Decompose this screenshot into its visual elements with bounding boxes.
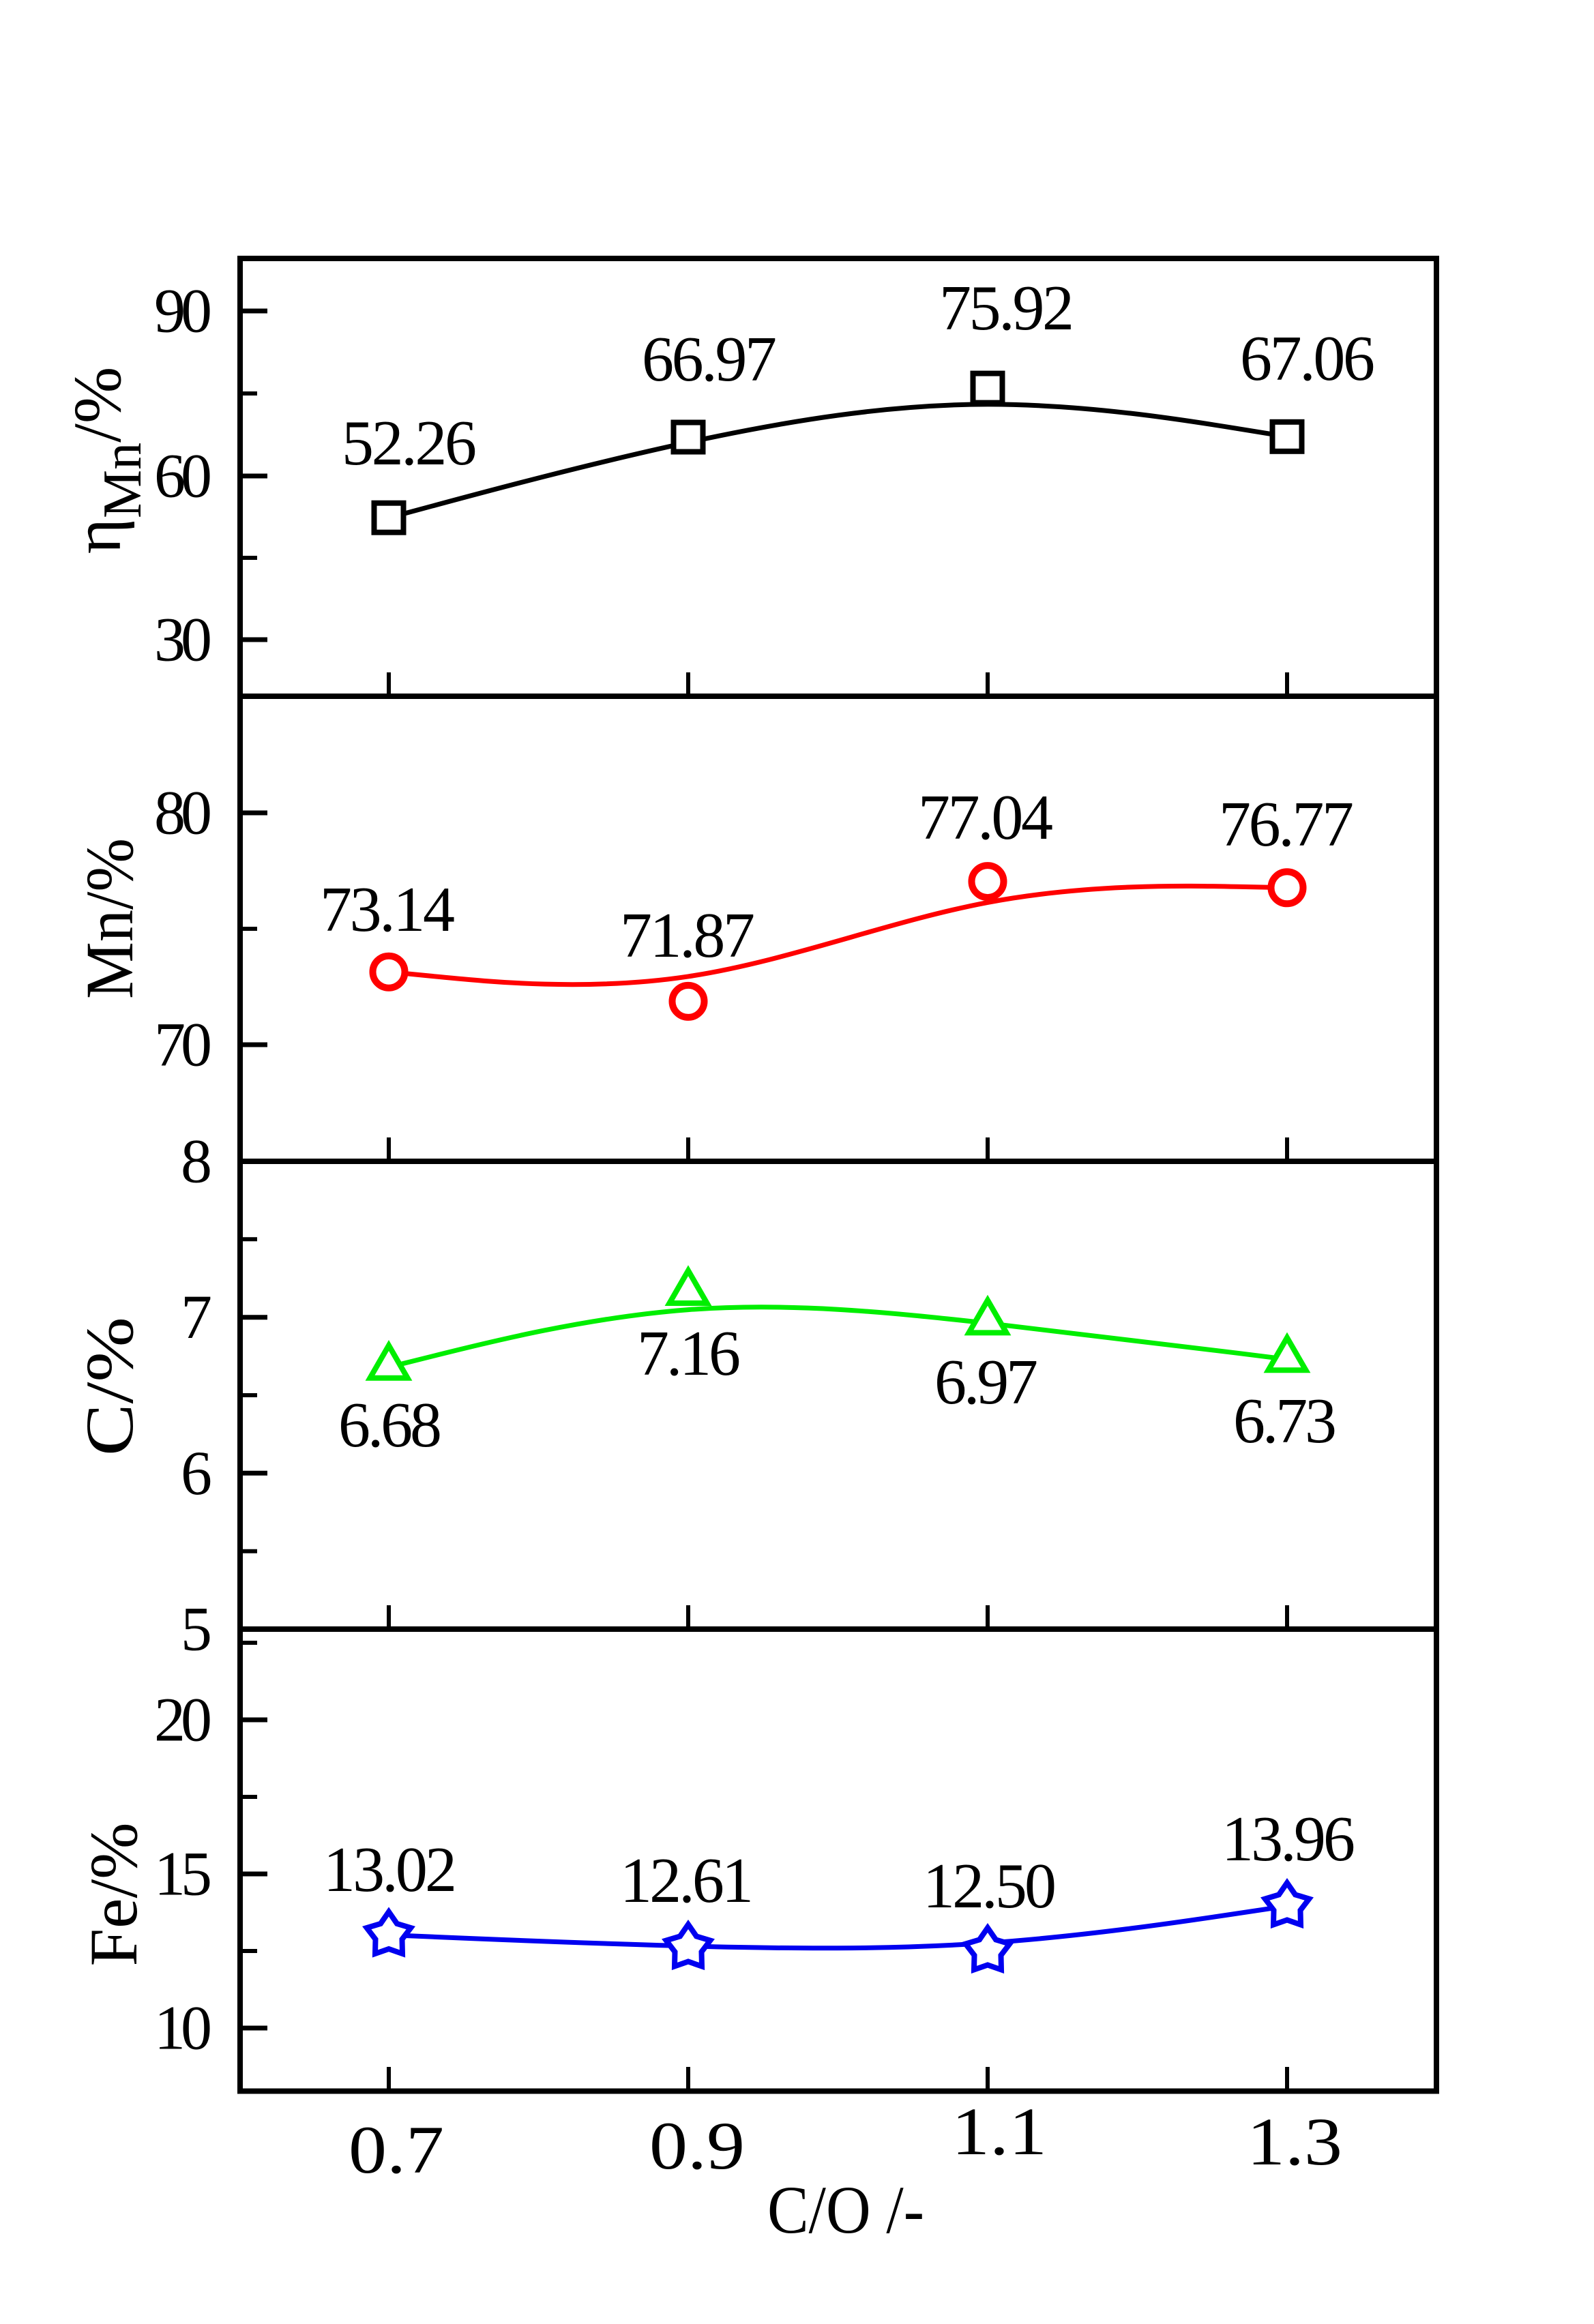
svg-text:70: 70 [154,1010,212,1079]
svg-text:13.02: 13.02 [323,1834,457,1905]
svg-text:6.68: 6.68 [338,1390,442,1461]
svg-text:13.96: 13.96 [1222,1804,1355,1875]
svg-text:8: 8 [181,1127,212,1196]
svg-text:77.04: 77.04 [918,782,1053,853]
svg-text:15: 15 [154,1839,212,1909]
svg-text:C/O /-: C/O /- [767,2172,924,2248]
svg-text:0.7: 0.7 [349,2112,444,2188]
svg-text:52.26: 52.26 [342,408,477,479]
svg-text:C/%: C/% [72,1317,147,1456]
svg-text:1.1: 1.1 [951,2094,1047,2169]
svg-text:1.3: 1.3 [1247,2104,1342,2179]
svg-text:Fe/%: Fe/% [76,1822,151,1966]
svg-text:66.97: 66.97 [642,324,777,395]
svg-text:90: 90 [154,276,212,346]
svg-text:67.06: 67.06 [1240,323,1375,394]
svg-text:75.92: 75.92 [939,273,1074,344]
svg-text:10: 10 [154,1993,212,2063]
svg-text:0.9: 0.9 [649,2108,745,2184]
svg-text:76.77: 76.77 [1219,789,1354,860]
svg-text:ηMn/%: ηMn/% [59,367,153,554]
svg-text:6.97: 6.97 [934,1347,1038,1418]
svg-text:12.61: 12.61 [620,1845,754,1916]
svg-text:6: 6 [181,1438,212,1508]
svg-text:12.50: 12.50 [923,1851,1057,1922]
svg-text:20: 20 [154,1685,212,1755]
svg-text:5: 5 [181,1594,212,1664]
svg-text:71.87: 71.87 [620,900,755,971]
svg-text:7.16: 7.16 [637,1318,741,1389]
svg-text:30: 30 [154,605,212,674]
svg-text:6.73: 6.73 [1233,1386,1337,1457]
svg-text:80: 80 [154,778,212,848]
svg-text:73.14: 73.14 [320,874,455,945]
svg-text:Mn/%: Mn/% [72,838,147,999]
svg-text:7: 7 [181,1282,212,1352]
svg-text:60: 60 [154,441,212,511]
